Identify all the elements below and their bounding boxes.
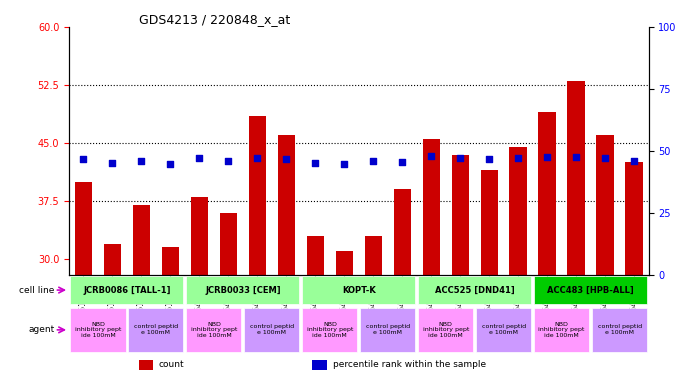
Bar: [139, 360, 153, 370]
Point: [223, 157, 234, 164]
Point: [136, 157, 147, 164]
Text: ACC483 [HPB-ALL]: ACC483 [HPB-ALL]: [547, 286, 634, 295]
Text: control peptid
e 100mM: control peptid e 100mM: [598, 324, 642, 335]
Point: [107, 160, 118, 166]
Text: ACC525 [DND41]: ACC525 [DND41]: [435, 286, 515, 295]
Point: [194, 155, 205, 161]
Text: control peptid
e 100mM: control peptid e 100mM: [250, 324, 294, 335]
FancyBboxPatch shape: [128, 308, 184, 352]
FancyBboxPatch shape: [186, 276, 299, 304]
Bar: [596, 135, 614, 275]
Bar: [219, 213, 237, 275]
Text: GDS4213 / 220848_x_at: GDS4213 / 220848_x_at: [139, 13, 290, 26]
Point: [600, 155, 611, 161]
Point: [426, 152, 437, 159]
Text: KOPT-K: KOPT-K: [342, 286, 375, 295]
FancyBboxPatch shape: [592, 308, 647, 352]
FancyBboxPatch shape: [244, 308, 299, 352]
Bar: [161, 248, 179, 275]
FancyBboxPatch shape: [534, 308, 589, 352]
Text: NBD
inhibitory pept
ide 100mM: NBD inhibitory pept ide 100mM: [422, 321, 469, 338]
Text: control peptid
e 100mM: control peptid e 100mM: [366, 324, 410, 335]
Point: [397, 159, 408, 165]
Bar: [538, 112, 556, 275]
Point: [629, 157, 640, 164]
Bar: [567, 81, 585, 275]
FancyBboxPatch shape: [418, 276, 531, 304]
FancyBboxPatch shape: [302, 308, 357, 352]
Text: NBD
inhibitory pept
ide 100mM: NBD inhibitory pept ide 100mM: [190, 321, 237, 338]
Text: JCRB0033 [CEM]: JCRB0033 [CEM]: [205, 286, 281, 295]
Bar: [509, 147, 527, 275]
Bar: [393, 189, 411, 275]
FancyBboxPatch shape: [476, 308, 531, 352]
Text: agent: agent: [28, 325, 55, 334]
Bar: [104, 243, 121, 275]
Point: [281, 156, 292, 162]
Bar: [364, 236, 382, 275]
Text: percentile rank within the sample: percentile rank within the sample: [333, 360, 486, 369]
Point: [339, 161, 350, 167]
FancyBboxPatch shape: [534, 276, 647, 304]
Bar: [248, 116, 266, 275]
Text: cell line: cell line: [19, 286, 55, 295]
Text: NBD
inhibitory pept
ide 100mM: NBD inhibitory pept ide 100mM: [538, 321, 585, 338]
Bar: [451, 155, 469, 275]
FancyBboxPatch shape: [302, 276, 415, 304]
Text: control peptid
e 100mM: control peptid e 100mM: [134, 324, 178, 335]
Point: [513, 155, 524, 161]
Bar: [132, 205, 150, 275]
FancyBboxPatch shape: [70, 308, 126, 352]
Point: [78, 156, 89, 162]
Bar: [75, 182, 92, 275]
Bar: [422, 139, 440, 275]
Text: NBD
inhibitory pept
ide 100mM: NBD inhibitory pept ide 100mM: [306, 321, 353, 338]
Bar: [335, 252, 353, 275]
Bar: [190, 197, 208, 275]
Bar: [480, 170, 498, 275]
Text: control peptid
e 100mM: control peptid e 100mM: [482, 324, 526, 335]
Point: [542, 154, 553, 160]
Point: [165, 161, 176, 167]
Point: [484, 156, 495, 162]
Point: [252, 155, 263, 161]
FancyBboxPatch shape: [70, 276, 184, 304]
Point: [368, 157, 379, 164]
Point: [455, 155, 466, 161]
Point: [310, 160, 321, 166]
Text: JCRB0086 [TALL-1]: JCRB0086 [TALL-1]: [83, 286, 170, 295]
Point: [571, 154, 582, 160]
FancyBboxPatch shape: [186, 308, 242, 352]
Bar: [625, 162, 643, 275]
Bar: [306, 236, 324, 275]
Bar: [277, 135, 295, 275]
Bar: [313, 360, 327, 370]
Text: count: count: [159, 360, 184, 369]
Text: NBD
inhibitory pept
ide 100mM: NBD inhibitory pept ide 100mM: [75, 321, 121, 338]
FancyBboxPatch shape: [418, 308, 473, 352]
FancyBboxPatch shape: [360, 308, 415, 352]
